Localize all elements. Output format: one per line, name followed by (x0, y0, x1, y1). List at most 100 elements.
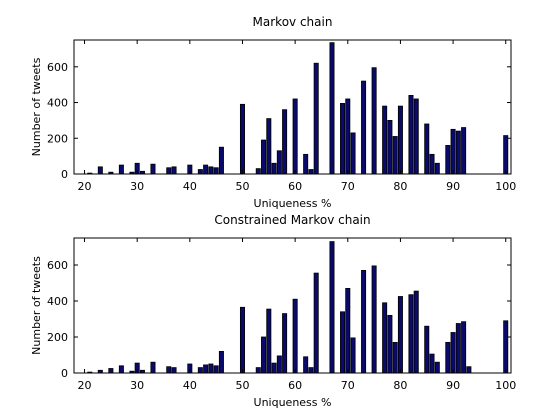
bar (361, 269, 367, 374)
bar (503, 320, 509, 374)
bar (97, 166, 103, 175)
x-tick-label: 70 (341, 180, 355, 193)
bar (271, 362, 277, 374)
bar (424, 325, 430, 374)
x-tick-label: 80 (393, 379, 407, 392)
y-axis-label: Number of tweets (30, 256, 43, 355)
bar (329, 42, 335, 175)
bar (213, 167, 219, 175)
bar (340, 103, 346, 175)
bar (108, 368, 114, 374)
bar (282, 109, 288, 175)
bar (461, 127, 467, 175)
bar (150, 361, 156, 374)
x-tick-label: 90 (446, 379, 460, 392)
bar (261, 336, 267, 374)
y-tick-label: 400 (47, 97, 68, 110)
bar (387, 120, 393, 175)
bar (387, 314, 393, 374)
bar (292, 98, 298, 175)
x-tick-label: 30 (130, 180, 144, 193)
bar (392, 136, 398, 175)
bar (266, 308, 272, 374)
bar (166, 167, 172, 175)
bar (213, 365, 219, 374)
bar (150, 163, 156, 175)
x-axis-label: Uniqueness % (254, 197, 332, 210)
bar (434, 361, 440, 374)
bar (455, 323, 461, 374)
bar (434, 162, 440, 175)
y-tick-label: 600 (47, 259, 68, 272)
bar (308, 367, 314, 374)
bar (308, 169, 314, 175)
bar (445, 145, 451, 175)
bar (282, 313, 288, 374)
bar (255, 168, 261, 175)
bar (261, 139, 267, 175)
bar (503, 135, 509, 175)
constrained-markov-chain-panel: 20 30 40 50 60 70 80 90 100 0 200 400 600 Constrained… (30, 213, 516, 409)
x-tick-label: 90 (446, 180, 460, 193)
bar (382, 105, 388, 175)
x-tick-label: 20 (78, 379, 92, 392)
bar (371, 265, 377, 374)
bar (208, 363, 214, 374)
x-tick-label: 70 (341, 379, 355, 392)
x-tick-label: 30 (130, 379, 144, 392)
y-tick-label: 400 (47, 295, 68, 308)
x-tick-label: 60 (288, 180, 302, 193)
bar (208, 166, 214, 175)
y-tick-label: 600 (47, 61, 68, 74)
bar (350, 337, 356, 374)
x-tick-label: 50 (235, 379, 249, 392)
bar (340, 311, 346, 374)
bar (197, 367, 203, 374)
bar (118, 365, 124, 374)
bar (345, 287, 351, 374)
bar (303, 153, 309, 175)
bar (397, 105, 403, 175)
bar (461, 321, 467, 374)
y-tick-label: 200 (47, 331, 68, 344)
bar (455, 130, 461, 175)
bar (429, 153, 435, 175)
bar (266, 118, 272, 175)
y-tick-label: 200 (47, 132, 68, 145)
bar (171, 166, 177, 175)
y-tick-label: 0 (61, 367, 68, 380)
bar (345, 98, 351, 175)
bar (203, 164, 209, 175)
bar (255, 367, 261, 374)
y-tick-label: 0 (61, 168, 68, 181)
x-tick-label: 80 (393, 180, 407, 193)
x-tick-label: 60 (288, 379, 302, 392)
bar (303, 356, 309, 374)
bar (329, 241, 335, 374)
axes-frame (73, 39, 512, 175)
bar (429, 353, 435, 374)
bar (413, 98, 419, 175)
bar (313, 272, 319, 374)
bar (166, 366, 172, 374)
bar (445, 341, 451, 374)
x-tick-label: 40 (183, 379, 197, 392)
bar (424, 123, 430, 175)
x-tick-label: 50 (235, 180, 249, 193)
bar (408, 294, 414, 374)
bar (392, 341, 398, 374)
bar (239, 306, 245, 374)
bar (118, 164, 124, 175)
bar (218, 146, 224, 175)
bar (197, 169, 203, 175)
bar (397, 296, 403, 374)
bar (361, 80, 367, 175)
bar (350, 132, 356, 175)
bar (450, 332, 456, 374)
y-axis-label: Number of tweets (30, 57, 43, 156)
bar (171, 367, 177, 374)
x-axis-label: Uniqueness % (254, 396, 332, 409)
bar (450, 128, 456, 175)
bar (292, 298, 298, 374)
